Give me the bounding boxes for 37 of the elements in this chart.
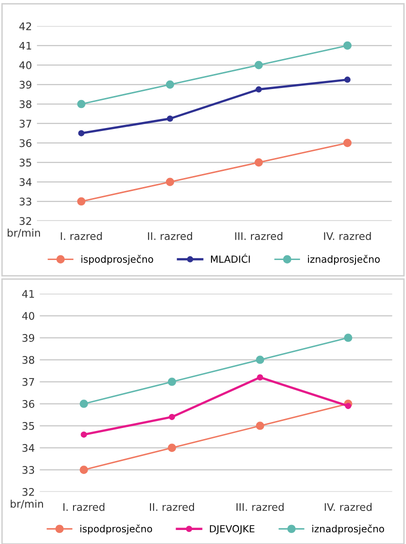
y-tick-label: 40 (22, 312, 34, 320)
y-tick-label: 34 (22, 444, 34, 452)
legend-label: ispodprosječno (81, 254, 154, 265)
y-tick-label: 39 (20, 80, 32, 89)
y-tick-label: 32 (22, 488, 34, 496)
y-tick-label: 37 (20, 120, 32, 128)
y-tick-label: 41 (19, 42, 32, 50)
x-tick-label: II. razred (150, 502, 194, 511)
y-tick-label: 37 (22, 378, 34, 386)
y-tick-label: 34 (20, 178, 32, 186)
legend-label: ispodprosječno (80, 524, 152, 534)
y-tick-label: 39 (22, 334, 34, 342)
x-tick-label: I. razred (63, 502, 104, 511)
y-tick-label: 35 (22, 422, 34, 430)
x-tick-label: III. razred (236, 502, 284, 511)
legend-label: DJEVOJKE (210, 525, 254, 534)
x-tick-label: IV. razred (324, 502, 372, 511)
y-tick-label: 35 (20, 158, 32, 167)
y-tick-label: 40 (19, 61, 32, 70)
x-tick-label: II. razred (148, 232, 192, 240)
x-tick-label: III. razred (235, 232, 282, 240)
legend-label: MLADIĆI (211, 254, 250, 263)
x-tick-label: IV. razred (324, 232, 371, 240)
y-tick-label: 38 (20, 100, 32, 108)
y-tick-label: 36 (22, 400, 34, 408)
y-tick-label: 38 (22, 356, 34, 364)
y-axis-title: br/min (10, 500, 43, 509)
y-tick-label: 33 (22, 466, 34, 474)
y-tick-label: 33 (20, 198, 32, 206)
y-tick-label: 41 (22, 290, 34, 298)
y-tick-label: 32 (20, 217, 32, 225)
y-axis-title: br/min (8, 228, 40, 238)
legend-label: iznadprosječno (312, 524, 384, 534)
x-tick-label: I. razred (60, 232, 102, 240)
y-tick-label: 36 (20, 139, 32, 148)
y-tick-label: 42 (19, 22, 32, 30)
legend-label: iznadprosječno (308, 254, 380, 265)
